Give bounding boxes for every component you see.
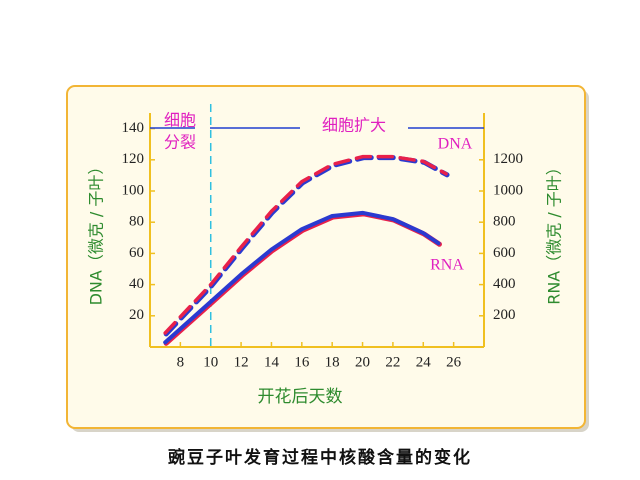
x-tick-label: 12 (234, 354, 249, 370)
x-tick-label: 26 (446, 354, 462, 370)
y-tick-label: 20 (129, 307, 144, 323)
phase-label: 分裂 (164, 133, 196, 152)
legend-label: RNA (430, 257, 464, 274)
x-tick-label: 18 (325, 354, 340, 370)
x-tick-label: 14 (264, 354, 280, 370)
x-tick-label: 22 (385, 354, 400, 370)
y2-tick-label: 1000 (493, 182, 523, 198)
series-line (163, 154, 448, 335)
series-line (163, 210, 441, 345)
y-axis-title: DNA（微克 / 子叶） (87, 159, 106, 306)
y-tick-label: 120 (122, 151, 145, 167)
y2-tick-label: 1200 (493, 151, 523, 167)
phase-label: 细胞扩大 (322, 116, 386, 135)
x-tick-label: 8 (177, 354, 185, 370)
frame (66, 85, 586, 429)
x-axis-title: 开花后天数 (258, 387, 343, 407)
legend-label: DNA (438, 136, 473, 153)
y2-tick-label: 200 (493, 307, 516, 323)
y-tick-label: 60 (129, 245, 144, 261)
x-tick-label: 24 (416, 354, 432, 370)
y-tick-label: 80 (129, 214, 144, 230)
x-tick-label: 20 (355, 354, 370, 370)
y2-tick-label: 400 (493, 276, 516, 292)
y2-tick-label: 600 (493, 245, 516, 261)
y-tick-label: 140 (122, 120, 145, 136)
y-tick-label: 100 (122, 182, 145, 198)
x-tick-label: 16 (294, 354, 310, 370)
y2-axis-title: RNA（微克 / 子叶） (545, 159, 564, 305)
caption: 豌豆子叶发育过程中核酸含量的变化 (168, 447, 472, 468)
y2-tick-label: 800 (493, 214, 516, 230)
x-tick-label: 10 (203, 354, 218, 370)
y-tick-label: 40 (129, 276, 144, 292)
phase-label: 细胞 (164, 111, 196, 130)
